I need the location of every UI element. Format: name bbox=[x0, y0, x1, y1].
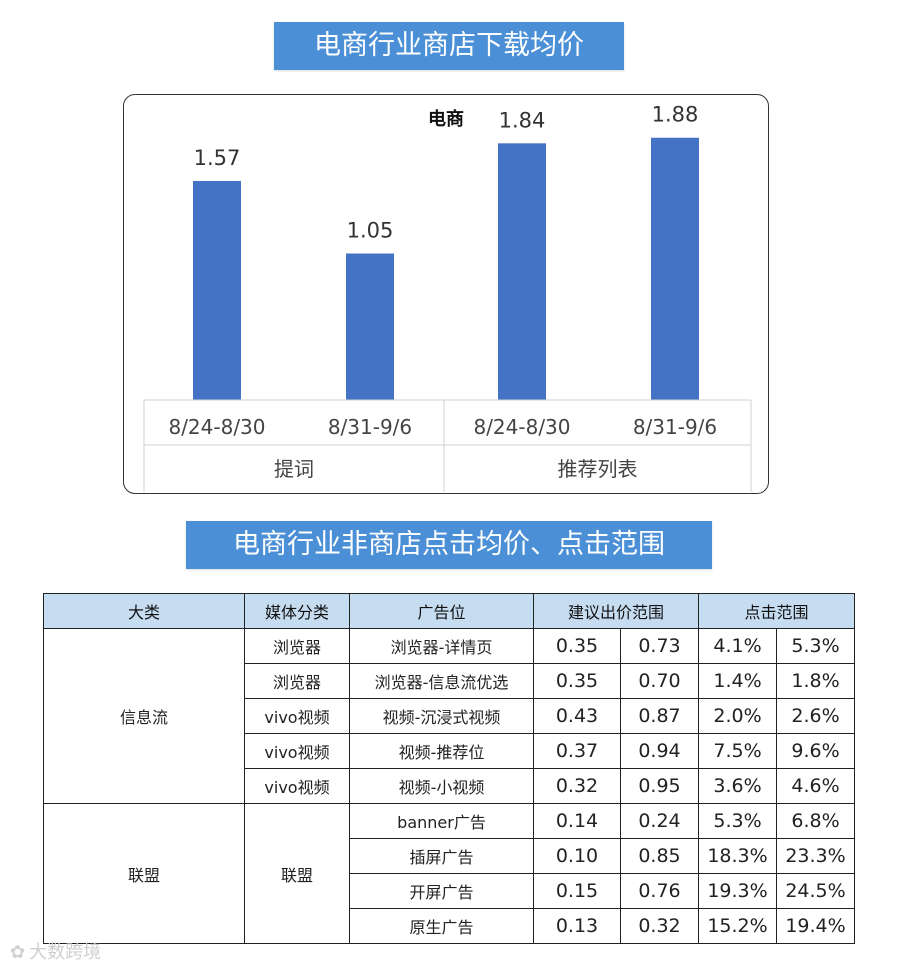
slot-cell: 开屏广告 bbox=[349, 873, 534, 909]
ctr-low-cell: 7.5% bbox=[698, 733, 778, 769]
slot-cell: 视频-小视频 bbox=[349, 768, 534, 804]
bid-low-cell: 0.14 bbox=[533, 803, 621, 839]
x-tick-label: 8/24-8/30 bbox=[473, 415, 570, 439]
bar-chart: 电商 1.57 8/24-8/30 1.05 8/31-9/6 1.84 8/24-8/30… bbox=[143, 103, 752, 492]
media-cell: vivo视频 bbox=[244, 768, 350, 804]
x-group-label: 推荐列表 bbox=[558, 457, 638, 481]
category-cell: 信息流 bbox=[43, 628, 245, 804]
header-media: 媒体分类 bbox=[244, 593, 350, 629]
watermark-text: 大数跨境 bbox=[29, 942, 102, 963]
bid-high-cell: 0.70 bbox=[619, 663, 700, 699]
table-row: 信息流 浏览器 浏览器-详情页 0.35 0.73 4.1% 5.3% bbox=[43, 628, 856, 804]
media-cell: vivo视频 bbox=[244, 733, 350, 769]
table-row: 浏览器 浏览器-信息流优选 0.35 0.70 1.4% 1.8% bbox=[44, 663, 856, 699]
media-cell: vivo视频 bbox=[244, 698, 350, 734]
data-label: 1.88 bbox=[652, 103, 699, 127]
ctr-high-cell: 9.6% bbox=[776, 733, 856, 769]
header-click-range: 点击范围 bbox=[698, 593, 856, 629]
ctr-high-cell: 2.6% bbox=[776, 698, 856, 734]
slot-cell: 浏览器-信息流优选 bbox=[349, 663, 534, 699]
bid-high-cell: 0.32 bbox=[619, 908, 700, 944]
chart-banner-title: 电商行业商店下载均价 bbox=[274, 22, 624, 70]
slot-cell: 插屏广告 bbox=[349, 838, 534, 874]
bid-high-cell: 0.24 bbox=[619, 803, 700, 839]
table-banner-title: 电商行业非商店点击均价、点击范围 bbox=[186, 521, 712, 569]
ctr-low-cell: 1.4% bbox=[698, 663, 778, 699]
bid-low-cell: 0.35 bbox=[533, 628, 621, 664]
slot-cell: 浏览器-详情页 bbox=[349, 628, 534, 664]
slot-cell: 视频-推荐位 bbox=[349, 733, 534, 769]
bid-high-cell: 0.95 bbox=[619, 768, 700, 804]
header-bid-range: 建议出价范围 bbox=[532, 593, 700, 629]
ctr-low-cell: 19.3% bbox=[698, 873, 778, 909]
ctr-low-cell: 15.2% bbox=[698, 908, 778, 944]
bid-high-cell: 0.87 bbox=[619, 698, 700, 734]
data-label: 1.84 bbox=[499, 108, 546, 132]
media-cell: 浏览器 bbox=[244, 663, 350, 699]
table-header-row: 大类 媒体分类 广告位 建议出价范围 点击范围 bbox=[43, 593, 856, 629]
ctr-high-cell: 5.3% bbox=[776, 628, 856, 664]
watermark: ✿ 大数跨境 bbox=[10, 938, 101, 964]
table-row: vivo视频 视频-沉浸式视频 0.43 0.87 2.0% 2.6% bbox=[44, 698, 856, 734]
media-cell: 联盟 bbox=[244, 803, 350, 944]
ctr-high-cell: 6.8% bbox=[776, 803, 856, 839]
slot-cell: banner广告 bbox=[349, 803, 534, 839]
table-row: 插屏广告 0.10 0.85 18.3% 23.3% bbox=[44, 838, 856, 874]
chart-frame bbox=[123, 94, 769, 494]
ctr-low-cell: 3.6% bbox=[698, 768, 778, 804]
pricing-table: 大类 媒体分类 广告位 建议出价范围 点击范围 信息流 浏览器 浏览器-详情页 … bbox=[43, 593, 856, 944]
ctr-low-cell: 5.3% bbox=[698, 803, 778, 839]
table-row: 开屏广告 0.15 0.76 19.3% 24.5% bbox=[44, 873, 856, 909]
ctr-high-cell: 23.3% bbox=[776, 838, 856, 874]
ctr-high-cell: 4.6% bbox=[776, 768, 856, 804]
bid-low-cell: 0.15 bbox=[533, 873, 621, 909]
bid-low-cell: 0.37 bbox=[533, 733, 621, 769]
x-tick-label: 8/24-8/30 bbox=[168, 415, 265, 439]
bid-low-cell: 0.43 bbox=[533, 698, 621, 734]
data-label: 1.57 bbox=[194, 146, 241, 170]
ctr-low-cell: 18.3% bbox=[698, 838, 778, 874]
bid-high-cell: 0.85 bbox=[619, 838, 700, 874]
bar bbox=[498, 143, 546, 400]
x-tick-label: 8/31-9/6 bbox=[328, 415, 412, 439]
bid-low-cell: 0.35 bbox=[533, 663, 621, 699]
data-label: 1.05 bbox=[347, 219, 394, 243]
table-row: 原生广告 0.13 0.32 15.2% 19.4% bbox=[44, 908, 856, 944]
ctr-low-cell: 2.0% bbox=[698, 698, 778, 734]
x-tick-label: 8/31-9/6 bbox=[633, 415, 717, 439]
ctr-high-cell: 19.4% bbox=[776, 908, 856, 944]
chart-title: 电商 bbox=[428, 108, 464, 130]
ctr-high-cell: 24.5% bbox=[776, 873, 856, 909]
header-ad-slot: 广告位 bbox=[349, 593, 534, 629]
slot-cell: 视频-沉浸式视频 bbox=[349, 698, 534, 734]
table-row: vivo视频 视频-小视频 0.32 0.95 3.6% 4.6% bbox=[44, 768, 856, 804]
ctr-high-cell: 1.8% bbox=[776, 663, 856, 699]
table-row: 联盟 联盟 banner广告 0.14 0.24 5.3% 6.8% bbox=[43, 803, 856, 944]
bid-high-cell: 0.73 bbox=[619, 628, 700, 664]
bar bbox=[651, 137, 699, 401]
slot-cell: 原生广告 bbox=[349, 908, 534, 944]
bid-high-cell: 0.76 bbox=[619, 873, 700, 909]
header-category: 大类 bbox=[43, 593, 245, 629]
bid-low-cell: 0.32 bbox=[533, 768, 621, 804]
category-cell: 联盟 bbox=[43, 803, 245, 944]
x-group-label: 提词 bbox=[274, 457, 314, 481]
bar bbox=[346, 253, 394, 400]
bid-high-cell: 0.94 bbox=[619, 733, 700, 769]
logo-icon: ✿ bbox=[10, 942, 26, 963]
media-cell: 浏览器 bbox=[244, 628, 350, 664]
bid-low-cell: 0.10 bbox=[533, 838, 621, 874]
bar bbox=[193, 180, 241, 400]
ctr-low-cell: 4.1% bbox=[698, 628, 778, 664]
bid-low-cell: 0.13 bbox=[533, 908, 621, 944]
